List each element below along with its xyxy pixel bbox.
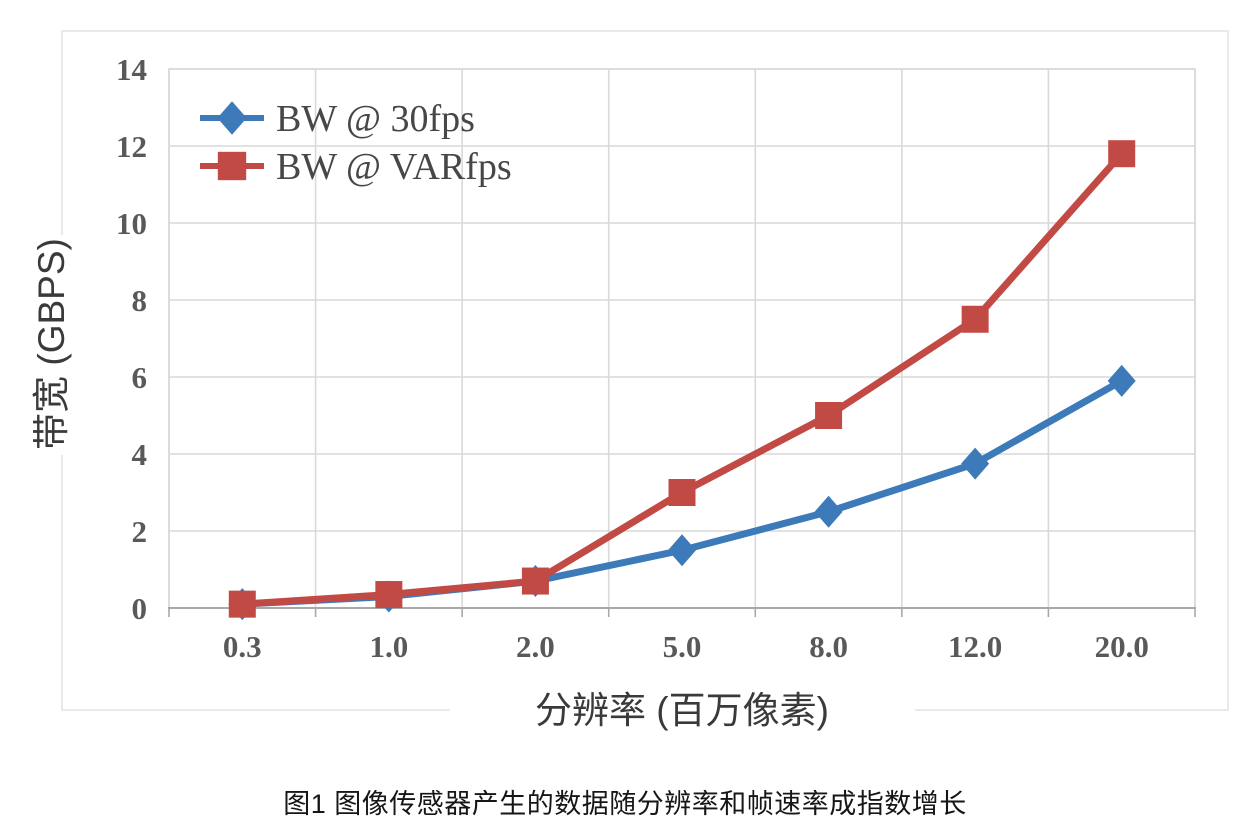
x-tick-label: 8.0	[809, 629, 848, 664]
marker-bw-30fps	[961, 447, 990, 480]
y-tick-label: 10	[116, 206, 147, 241]
marker-bw-varfps	[521, 567, 549, 595]
y-tick-label: 12	[116, 129, 147, 164]
y-tick-label: 2	[132, 514, 148, 549]
legend-marker-bw-varfps	[217, 151, 247, 181]
x-tick-label: 12.0	[948, 629, 1002, 664]
marker-bw-varfps	[815, 402, 843, 429]
marker-bw-varfps	[1108, 140, 1136, 168]
legend-label-bw-varfps: BW @ VARfps	[276, 146, 512, 188]
legend-marker-bw-30fps	[217, 101, 247, 135]
x-axis-title-bg	[450, 683, 915, 737]
legend-label-bw-30fps: BW @ 30fps	[276, 98, 475, 140]
y-tick-label: 6	[132, 360, 148, 395]
y-tick-label: 8	[132, 283, 148, 318]
marker-bw-varfps	[375, 581, 403, 609]
x-tick-label: 5.0	[663, 629, 702, 664]
marker-bw-varfps	[228, 590, 256, 618]
x-tick-label: 1.0	[369, 629, 408, 664]
marker-bw-30fps	[668, 534, 696, 567]
x-axis-title: 分辨率 (百万像素)	[535, 690, 829, 731]
marker-bw-30fps	[1107, 364, 1136, 397]
marker-bw-varfps	[668, 479, 696, 506]
marker-bw-varfps	[961, 305, 989, 333]
marker-bw-30fps	[814, 495, 843, 528]
x-tick-label: 0.3	[223, 629, 262, 664]
y-tick-label: 14	[116, 52, 147, 87]
x-tick-label: 20.0	[1095, 629, 1149, 664]
y-axis-title: 带宽 (GBPS)	[31, 238, 72, 450]
bandwidth-chart: 0 2 4 6 8 10 12 14 0.3 1.0 2.0 5.0 8.0 12.0 20.0 BW @ 3…	[31, 30, 1229, 737]
x-tick-label: 2.0	[516, 629, 555, 664]
y-axis-title-bg	[36, 235, 92, 455]
y-tick-label: 4	[132, 437, 148, 472]
y-tick-label: 0	[132, 591, 148, 626]
figure-caption: 图1 图像传感器产生的数据随分辨率和帧速率成指数增长	[283, 789, 967, 819]
